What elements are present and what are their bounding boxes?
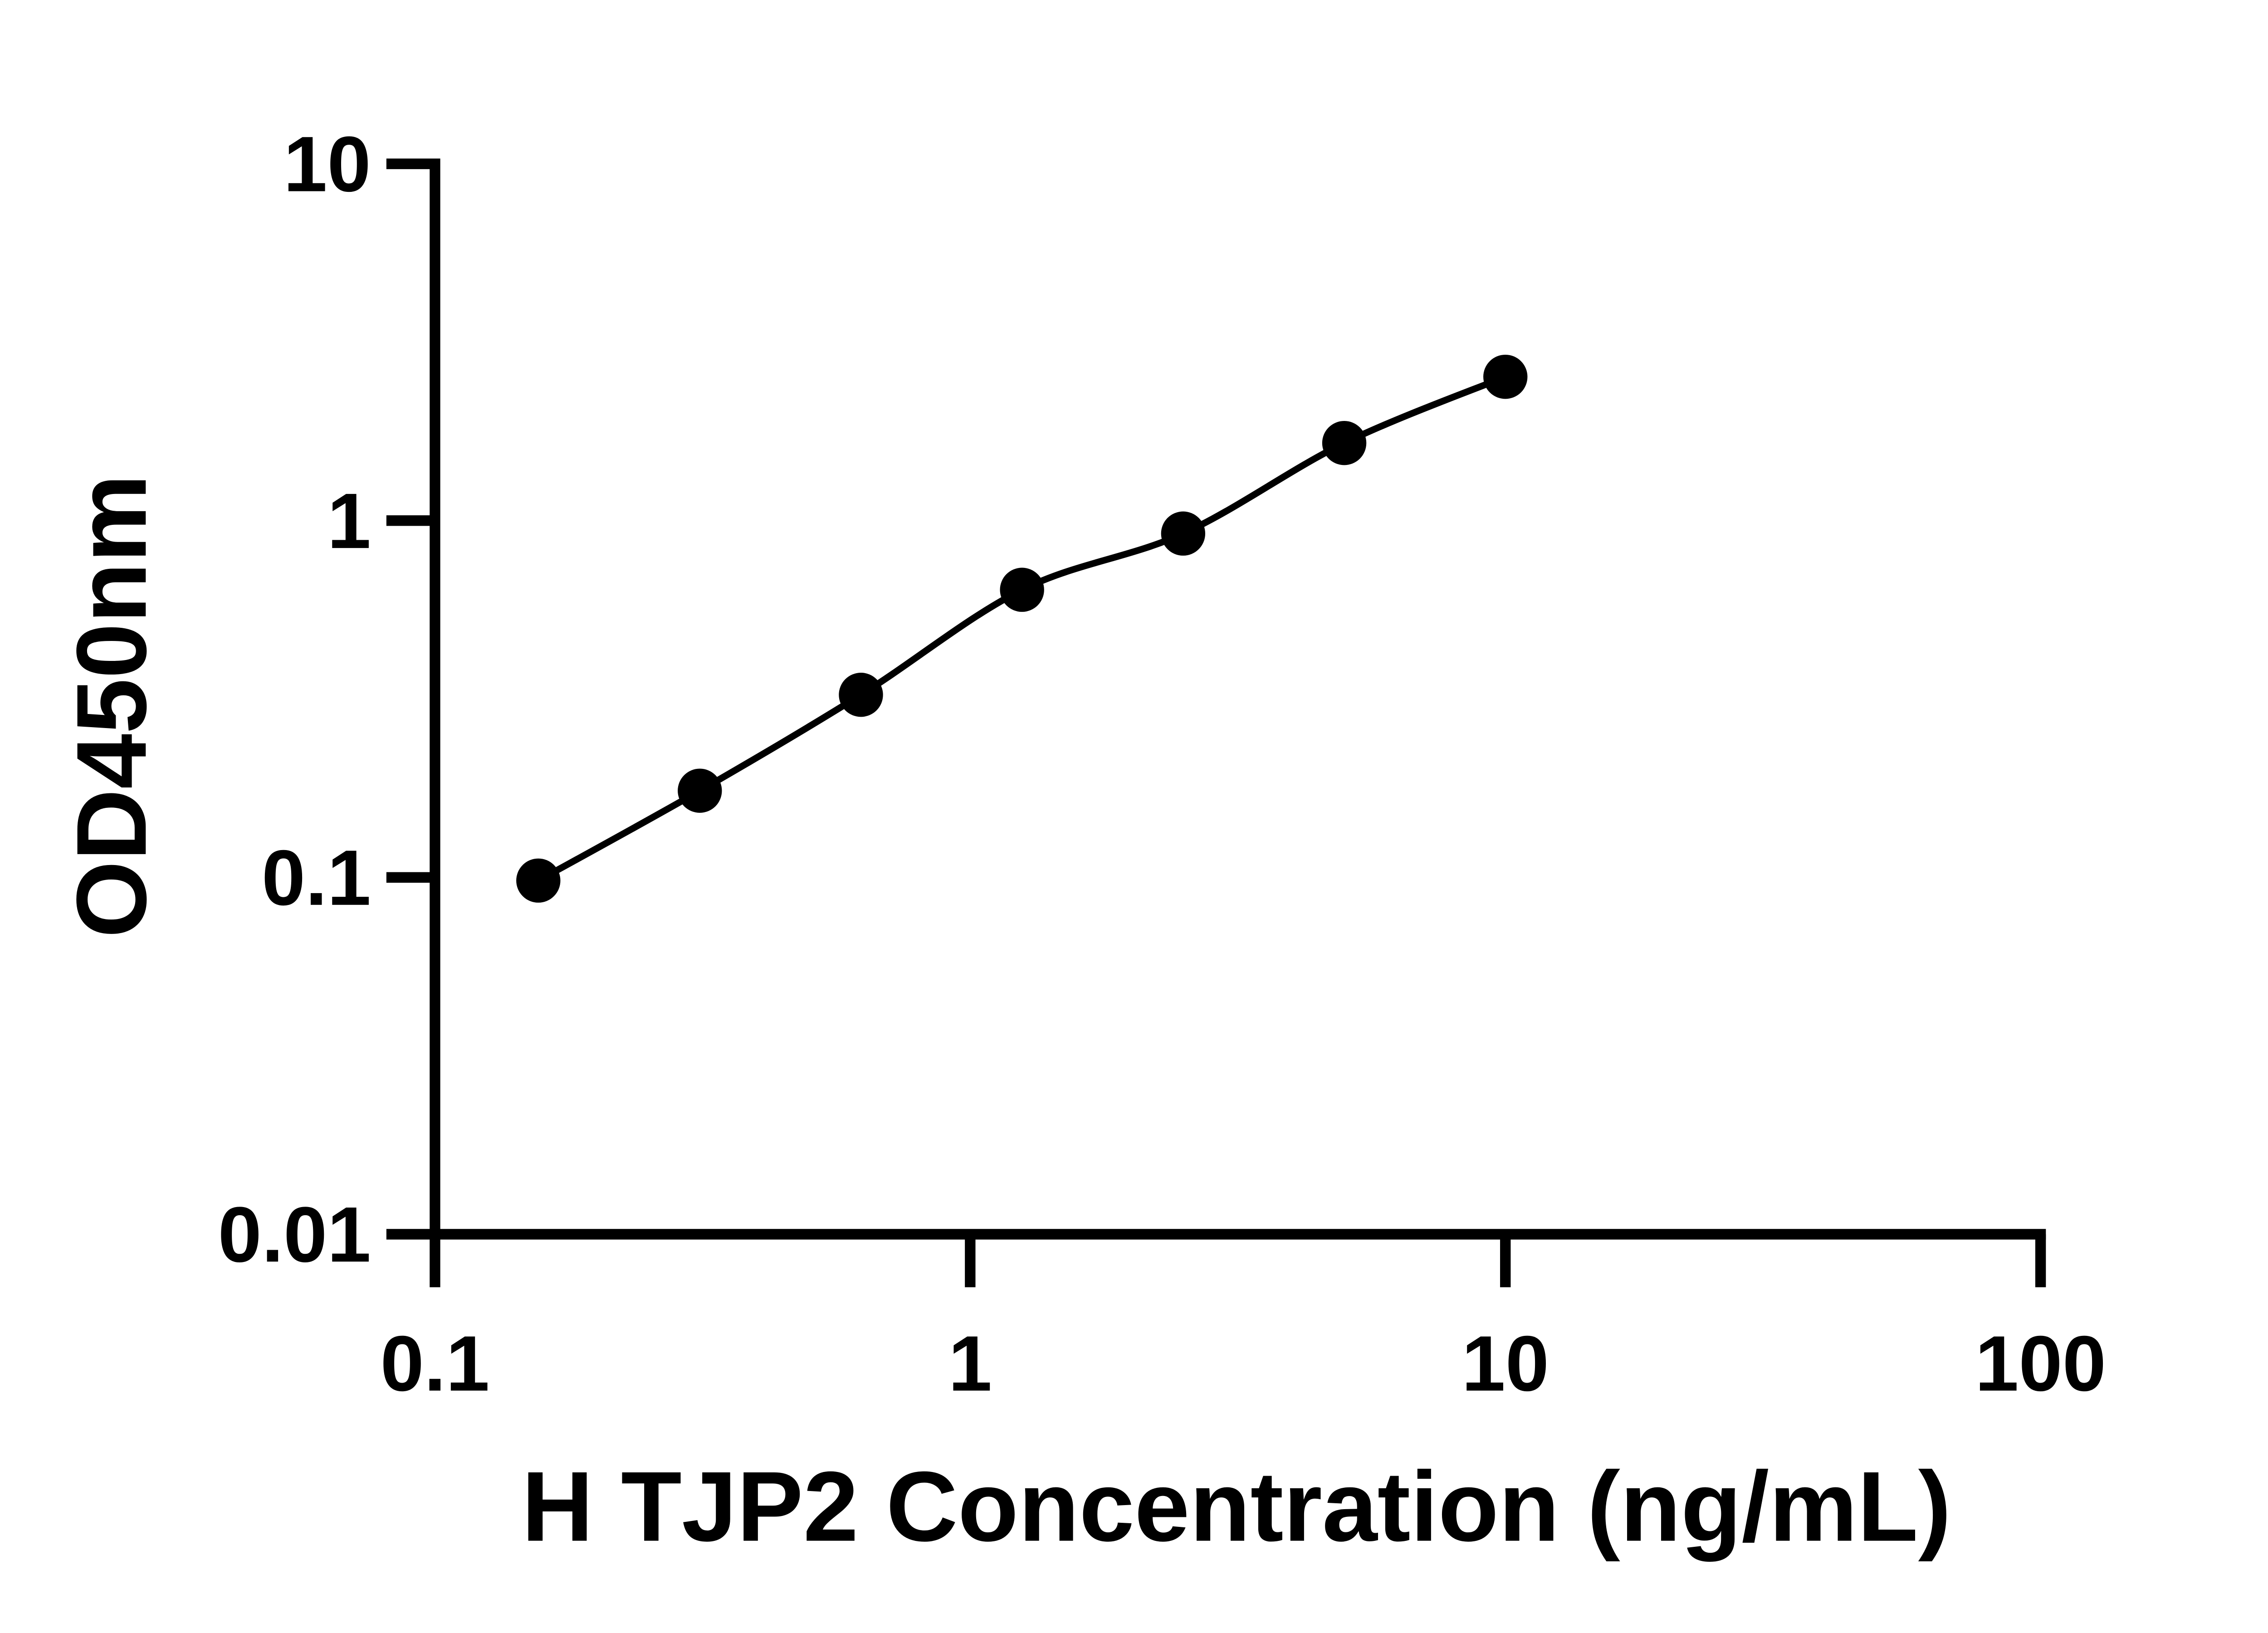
- y-tick-label: 0.1: [262, 834, 371, 922]
- chart-background: [0, 21, 2268, 1612]
- y-tick-label: 0.01: [218, 1190, 371, 1278]
- data-point: [1483, 354, 1528, 399]
- x-tick-label: 0.1: [380, 1320, 489, 1408]
- data-point: [839, 673, 883, 717]
- x-axis-title: H TJP2 Concentration (ng/mL): [522, 1452, 1951, 1562]
- y-axis-title: OD450nm: [56, 474, 167, 938]
- data-point: [678, 768, 722, 813]
- data-point: [1322, 420, 1367, 465]
- x-tick-label: 10: [1461, 1320, 1549, 1408]
- data-point: [1000, 567, 1044, 612]
- y-tick-label: 10: [284, 120, 371, 208]
- x-tick-label: 100: [1975, 1320, 2106, 1408]
- x-tick-label: 1: [948, 1320, 992, 1408]
- data-point: [1161, 511, 1206, 556]
- data-point: [516, 858, 561, 903]
- y-tick-label: 1: [327, 477, 371, 565]
